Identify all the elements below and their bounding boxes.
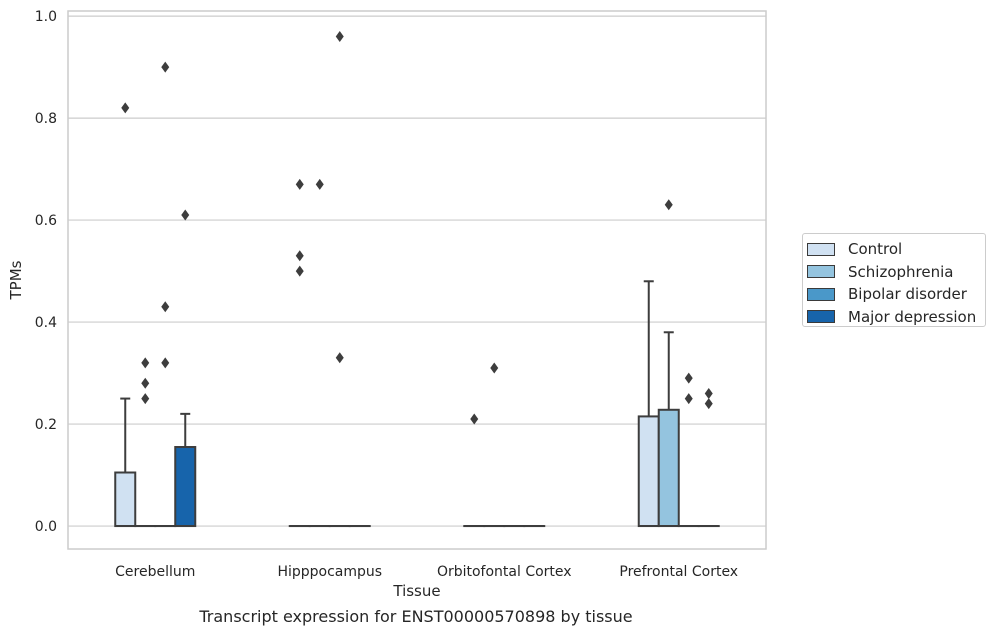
outlier-point [335, 30, 344, 42]
box-group [154, 61, 177, 528]
outlier-point [704, 387, 713, 399]
chart-legend: Control Schizophrenia Bipolar disorder M… [802, 233, 986, 327]
outlier-point [295, 265, 304, 277]
box-group [174, 209, 197, 528]
box-group [677, 372, 700, 528]
y-axis-label: TPMs [7, 260, 25, 300]
legend-swatch-bipolar-disorder [807, 287, 835, 301]
x-tick-label: Orbitofontal Cortex [437, 564, 572, 580]
x-tick-label: Hipppocampus [277, 564, 382, 580]
legend-label-major-depression: Major depression [848, 307, 977, 326]
box-group [463, 413, 486, 528]
y-tick-label: 0.0 [35, 519, 57, 535]
outlier-point [335, 352, 344, 364]
outlier-point [295, 250, 304, 262]
x-tick-label: Prefrontal Cortex [619, 564, 738, 580]
legend-item-bipolar-disorder: Bipolar disorder [807, 283, 985, 306]
legend-swatch-major-depression [807, 310, 835, 324]
y-tick-label: 0.2 [35, 417, 57, 433]
legend-item-major-depression: Major depression [807, 306, 985, 329]
box-body [657, 408, 680, 528]
y-tick-label: 0.4 [35, 315, 57, 331]
outlier-point [684, 393, 693, 405]
outlier-point [490, 362, 499, 374]
box-group [637, 280, 660, 528]
legend-label-control: Control [848, 240, 903, 259]
box-group [697, 387, 720, 528]
outlier-point [181, 209, 190, 221]
box-body [637, 415, 660, 528]
legend-label-bipolar-disorder: Bipolar disorder [848, 285, 967, 304]
outlier-point [315, 178, 324, 190]
legend-swatch-schizophrenia [807, 265, 835, 279]
chart-caption: Transcript expression for ENST0000057089… [199, 607, 633, 626]
box-group [308, 178, 331, 528]
box-group [483, 362, 506, 528]
outlier-point [161, 357, 170, 369]
box-body [174, 446, 197, 528]
y-tick-label: 0.8 [35, 111, 57, 127]
outlier-point [295, 178, 304, 190]
legend-label-schizophrenia: Schizophrenia [848, 262, 954, 281]
legend-item-schizophrenia: Schizophrenia [807, 261, 985, 284]
outlier-point [121, 102, 130, 114]
outlier-point [664, 199, 673, 211]
box-body [114, 471, 137, 528]
y-tick-label: 0.6 [35, 213, 57, 229]
outlier-point [470, 413, 479, 425]
outlier-point [704, 398, 713, 410]
box-marks [114, 30, 720, 528]
outlier-point [684, 372, 693, 384]
box-group [114, 102, 137, 528]
box-group [328, 30, 351, 528]
box-group [288, 178, 311, 528]
x-tick-label: Cerebellum [115, 564, 195, 580]
y-tick-label: 1.0 [35, 9, 57, 25]
box-group [657, 199, 680, 528]
box-group [134, 357, 157, 528]
legend-swatch-control [807, 242, 835, 256]
outlier-point [141, 377, 150, 389]
outlier-point [161, 301, 170, 313]
outlier-point [161, 61, 170, 73]
plot-area-frame [67, 10, 767, 550]
outlier-point [141, 393, 150, 405]
outlier-point [141, 357, 150, 369]
legend-item-control: Control [807, 238, 985, 261]
x-axis-label: Tissue [392, 582, 440, 600]
x-tick-labels: Cerebellum Hipppocampus Orbitofontal Corte… [115, 564, 738, 580]
y-tick-labels: 0.0 0.2 0.4 0.6 0.8 1.0 [35, 9, 57, 535]
